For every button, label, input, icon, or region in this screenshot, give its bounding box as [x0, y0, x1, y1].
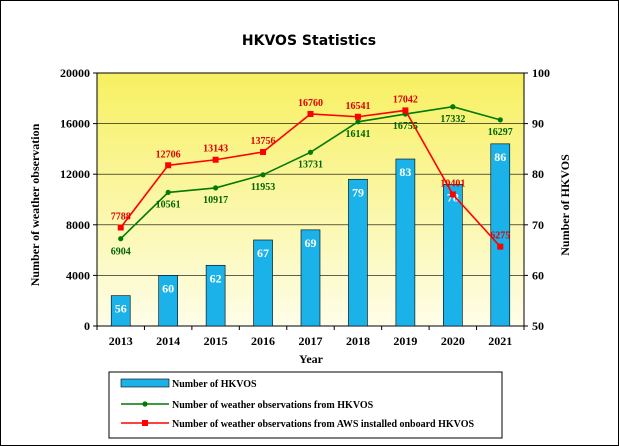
point-marker	[307, 149, 314, 155]
x-axis-title: Year	[299, 352, 324, 366]
red-value-label: 10401	[440, 178, 465, 189]
left-axis-title: Number of weather observation	[28, 123, 42, 286]
point-marker	[355, 119, 361, 125]
bar	[158, 275, 178, 327]
red-value-label: 17042	[393, 94, 418, 105]
bar	[490, 143, 511, 327]
bar-series	[110, 143, 511, 327]
bar	[110, 295, 131, 327]
x-tick-label: 2019	[393, 334, 417, 348]
red-series	[117, 107, 504, 250]
bar	[300, 229, 321, 327]
right-tick-label: 90	[532, 117, 544, 131]
right-tick-label: 80	[532, 167, 544, 181]
point-marker	[402, 107, 409, 114]
red-value-label: 7788	[111, 211, 131, 222]
legend: Number of HKVOS Number of weather observ…	[108, 371, 503, 439]
legend-label-red: Number of weather observations from AWS …	[172, 419, 474, 430]
point-marker	[165, 189, 171, 196]
bar-value-label: 86	[494, 150, 506, 164]
red-value-label: 13756	[251, 136, 276, 147]
left-tick-label: 0	[84, 319, 90, 333]
left-tick-label: 12000	[60, 167, 90, 181]
chart-title: HKVOS Statistics	[242, 33, 376, 49]
right-tick-label: 50	[532, 319, 544, 333]
x-tick-label: 2015	[204, 334, 228, 348]
x-tick-label: 2013	[109, 334, 133, 348]
bar	[395, 158, 416, 327]
bar-value-label: 56	[115, 302, 127, 316]
point-marker	[260, 148, 267, 155]
left-tick-label: 8000	[66, 218, 90, 232]
bar	[205, 264, 226, 327]
right-tick-label: 60	[532, 268, 544, 282]
green-value-label: 16297	[488, 127, 513, 138]
right-axis-ticks: 50 60 70 80 90 100	[524, 66, 550, 333]
green-value-label: 11953	[251, 182, 275, 193]
x-tick-label: 2017	[299, 334, 323, 348]
x-tick-label: 2014	[156, 334, 180, 348]
red-value-label: 16760	[298, 98, 323, 109]
bar	[443, 184, 463, 327]
green-value-label: 6904	[111, 247, 131, 258]
legend-label-green: Number of weather observations from HKVO…	[172, 400, 374, 411]
green-value-label: 10917	[203, 195, 228, 206]
right-axis-title: Number of HKVOS	[558, 154, 572, 256]
legend-swatch-bar	[120, 378, 170, 388]
point-marker	[497, 117, 503, 123]
green-value-label: 16141	[345, 129, 370, 140]
left-tick-label: 16000	[60, 117, 90, 131]
green-value-label: 10561	[156, 199, 181, 210]
red-value-label: 16541	[345, 101, 370, 112]
green-series	[118, 104, 503, 242]
legend-swatch-red-marker	[142, 420, 148, 426]
bar-value-label: 62	[210, 271, 222, 285]
left-tick-label: 20000	[60, 66, 90, 80]
green-value-label: 17332	[440, 114, 465, 125]
red-labels: 7788 12706 13143 13756 16760 16541 17042 10401 6…	[111, 94, 511, 241]
x-tick-label: 2016	[251, 334, 275, 348]
point-marker	[213, 185, 219, 191]
bar-value-label: 60	[162, 281, 174, 295]
green-value-label: 13731	[298, 159, 323, 170]
x-tick-label: 2020	[441, 334, 465, 348]
red-value-label: 12706	[156, 149, 181, 160]
point-marker	[497, 243, 504, 250]
legend-label-bar: Number of HKVOS	[172, 379, 257, 390]
bar-value-label: 69	[305, 236, 317, 250]
green-labels: 6904 10561 10917 11953 13731 16141 16755 17332 1…	[111, 114, 513, 258]
point-marker	[450, 104, 456, 110]
point-marker	[449, 191, 456, 198]
red-value-label: 13143	[203, 144, 228, 155]
bar-value-label: 83	[399, 165, 411, 179]
point-marker	[212, 156, 219, 163]
x-tick-label: 2018	[346, 334, 370, 348]
point-marker	[354, 113, 361, 120]
x-axis-ticks: 2013 2014 2015 2016 2017 2018 2019 2020 2021	[96, 326, 525, 348]
point-marker	[117, 224, 124, 231]
point-marker	[260, 172, 266, 178]
legend-swatch-green-marker	[142, 401, 148, 407]
bar-value-label: 67	[257, 246, 269, 260]
point-marker	[118, 236, 124, 242]
bar-value-label: 79	[352, 185, 364, 199]
right-tick-label: 100	[532, 66, 550, 80]
x-tick-label: 2021	[488, 334, 512, 348]
bar	[348, 178, 368, 327]
left-axis-ticks: 0 4000 8000 12000 16000 20000	[60, 66, 97, 333]
green-value-label: 16755	[393, 121, 418, 132]
left-tick-label: 4000	[66, 268, 90, 282]
legend-box	[108, 371, 503, 439]
right-tick-label: 70	[532, 218, 544, 232]
red-value-label: 6275	[490, 231, 510, 242]
point-marker	[165, 162, 172, 169]
point-marker	[307, 110, 314, 117]
bar	[253, 239, 273, 327]
